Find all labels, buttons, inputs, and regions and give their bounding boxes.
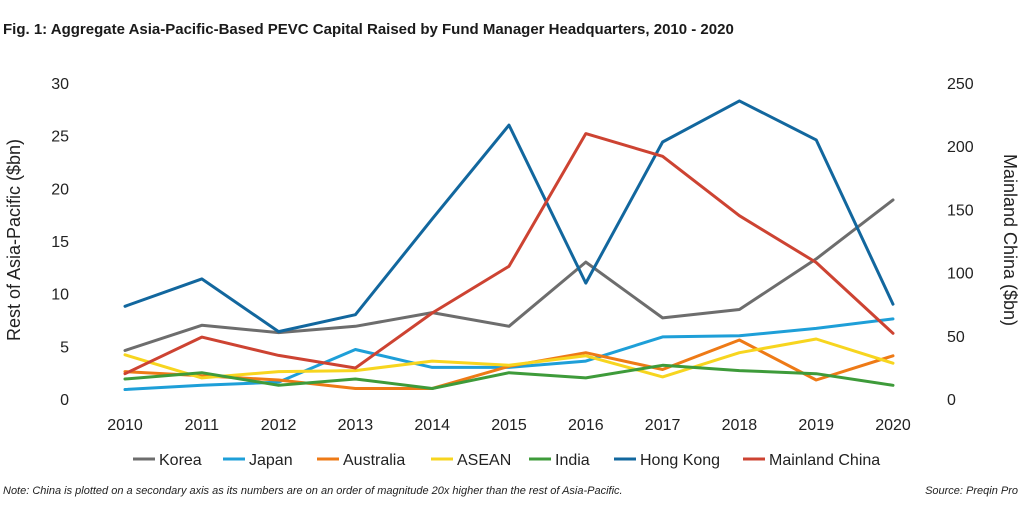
right-tick-label: 0 [947, 392, 956, 409]
x-tick-label: 2016 [568, 417, 604, 434]
footnote: Note: China is plotted on a secondary ax… [3, 485, 623, 497]
left-tick-label: 5 [60, 339, 69, 356]
x-axis-ticks: 2010 2011 2012 2013 2014 2015 2016 2017 2018 2019… [107, 417, 911, 434]
left-tick-label: 15 [51, 234, 69, 251]
x-tick-label: 2012 [261, 417, 297, 434]
series-line-korea [123, 198, 895, 352]
right-axis-ticks: 0 50 100 150 200 250 [947, 76, 974, 409]
x-tick-label: 2018 [722, 417, 758, 434]
chart-title: Fig. 1: Aggregate Asia-Pacific-Based PEV… [3, 21, 734, 38]
right-tick-label: 200 [947, 139, 974, 156]
legend: Korea Japan Australia ASEAN India Hong Kong Ma… [133, 452, 880, 469]
series-line-asean [123, 337, 895, 380]
legend-label-asean: ASEAN [457, 452, 511, 469]
x-tick-label: 2013 [338, 417, 374, 434]
right-tick-label: 100 [947, 266, 974, 283]
right-tick-label: 150 [947, 202, 974, 219]
left-tick-label: 10 [51, 287, 69, 304]
legend-label-mainland-china: Mainland China [769, 452, 880, 469]
left-tick-label: 0 [60, 392, 69, 409]
left-tick-label: 20 [51, 181, 69, 198]
right-axis-label: Mainland China ($bn) [1000, 154, 1020, 326]
x-tick-label: 2015 [491, 417, 527, 434]
series-line-mainland-china [123, 132, 895, 376]
right-tick-label: 50 [947, 329, 965, 346]
right-tick-label: 250 [947, 76, 974, 93]
x-tick-label: 2019 [798, 417, 834, 434]
left-tick-label: 30 [51, 76, 69, 93]
series-lines [123, 99, 895, 391]
left-axis-ticks: 0 5 10 15 20 25 30 [51, 76, 69, 409]
x-tick-label: 2017 [645, 417, 681, 434]
source-note: Source: Preqin Pro [925, 485, 1018, 497]
x-tick-label: 2011 [185, 417, 220, 434]
legend-label-japan: Japan [249, 452, 293, 469]
legend-label-india: India [555, 452, 590, 469]
x-tick-label: 2010 [107, 417, 143, 434]
left-tick-label: 25 [51, 129, 69, 146]
series-line-hong-kong [123, 99, 895, 334]
left-axis-label: Rest of Asia-Pacific ($bn) [4, 139, 24, 341]
legend-label-korea: Korea [159, 452, 202, 469]
series-line-india [123, 363, 895, 390]
legend-label-australia: Australia [343, 452, 405, 469]
legend-label-hong-kong: Hong Kong [640, 452, 720, 469]
x-tick-label: 2014 [414, 417, 450, 434]
x-tick-label: 2020 [875, 417, 911, 434]
